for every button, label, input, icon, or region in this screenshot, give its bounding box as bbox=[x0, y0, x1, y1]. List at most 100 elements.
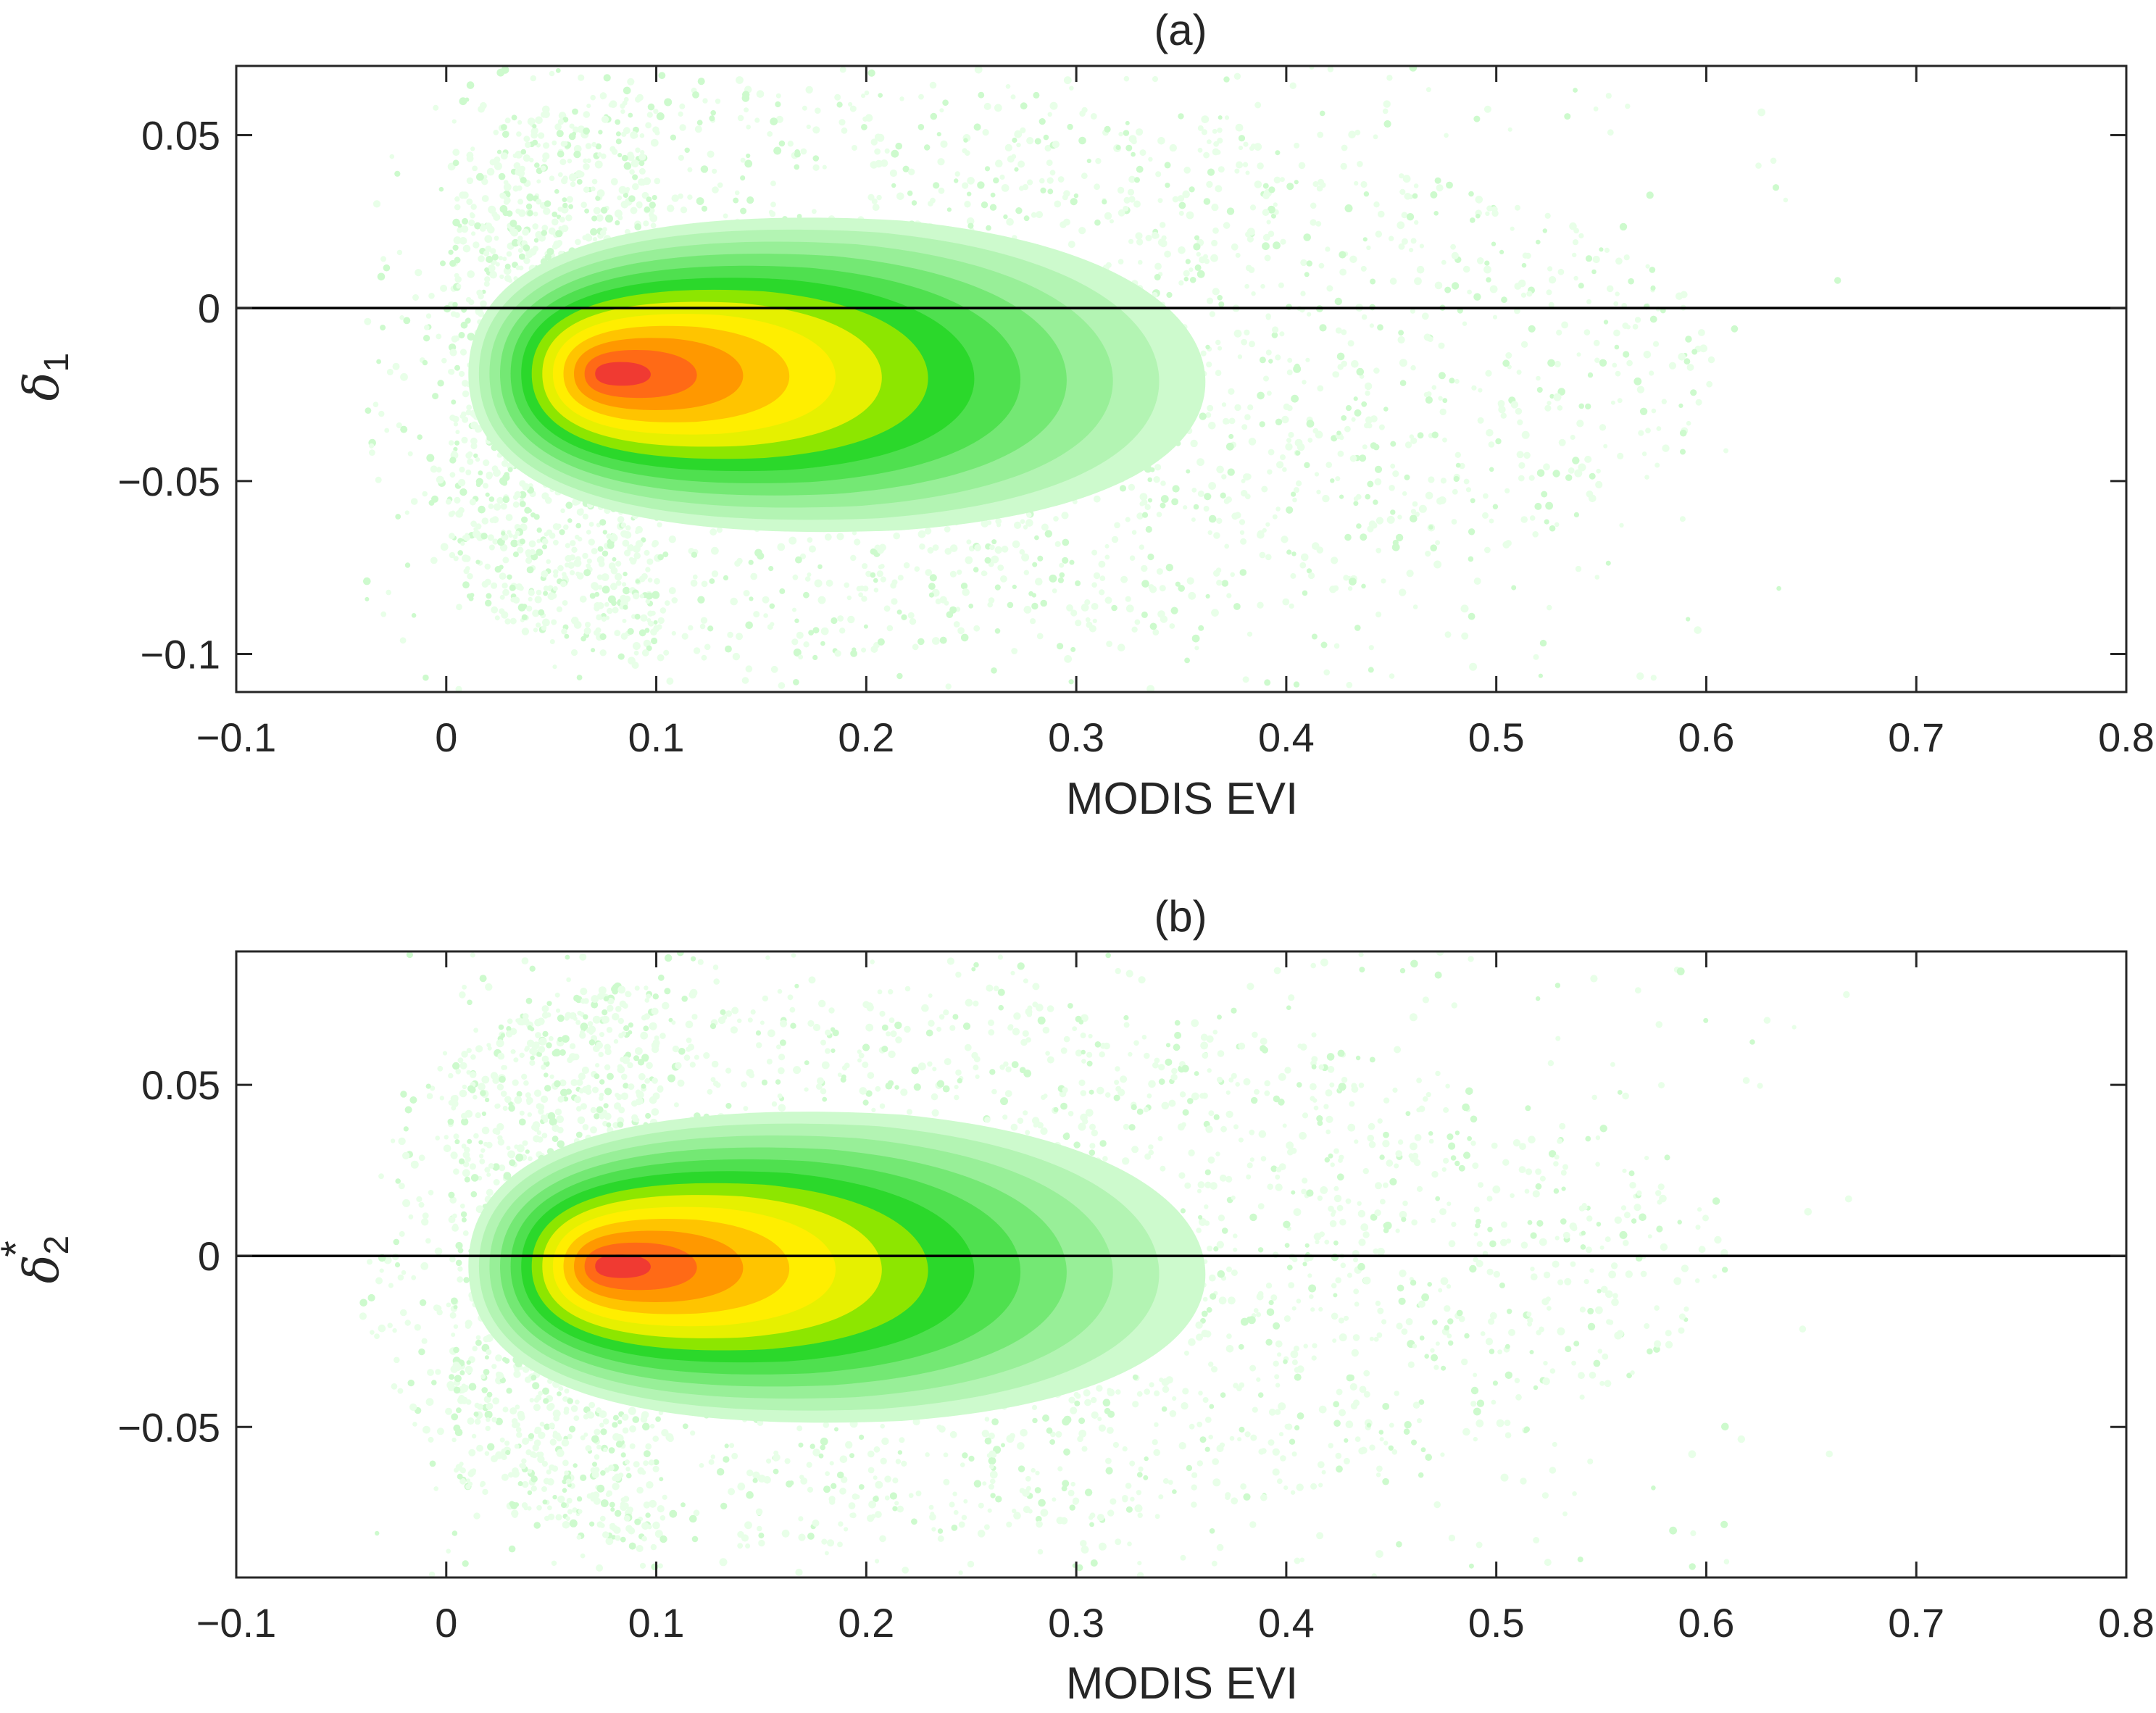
scatter-point bbox=[452, 218, 460, 227]
scatter-point bbox=[997, 954, 1003, 960]
scatter-point bbox=[1220, 492, 1226, 499]
scatter-point bbox=[723, 1456, 730, 1463]
scatter-point bbox=[638, 160, 645, 167]
scatter-point bbox=[1154, 1514, 1160, 1520]
scatter-point bbox=[1294, 142, 1300, 149]
scatter-point bbox=[571, 546, 578, 553]
scatter-point bbox=[1123, 75, 1130, 82]
scatter-point bbox=[1160, 222, 1166, 228]
scatter-point bbox=[1177, 1123, 1185, 1131]
scatter-point bbox=[825, 579, 833, 587]
scatter-point bbox=[1080, 1090, 1087, 1096]
scatter-point bbox=[480, 101, 487, 109]
scatter-point bbox=[1406, 213, 1415, 221]
scatter-point bbox=[686, 1037, 692, 1043]
scatter-point bbox=[451, 335, 459, 343]
scatter-point bbox=[1012, 137, 1017, 143]
scatter-point bbox=[1354, 1436, 1361, 1442]
scatter-point bbox=[852, 530, 857, 535]
scatter-point bbox=[1201, 129, 1207, 136]
scatter-point bbox=[1340, 1262, 1347, 1269]
scatter-point bbox=[932, 637, 940, 645]
scatter-point bbox=[1373, 367, 1380, 374]
scatter-point bbox=[1501, 296, 1507, 304]
scatter-point bbox=[986, 225, 991, 231]
scatter-point bbox=[451, 399, 457, 405]
scatter-point bbox=[577, 536, 583, 542]
scatter-point bbox=[1331, 1283, 1337, 1289]
scatter-point bbox=[1268, 449, 1275, 456]
scatter-point bbox=[962, 182, 969, 189]
scatter-point bbox=[501, 531, 506, 536]
scatter-point bbox=[552, 212, 558, 217]
scatter-point bbox=[481, 580, 488, 588]
scatter-point bbox=[599, 1422, 604, 1428]
scatter-point bbox=[498, 538, 504, 543]
scatter-point bbox=[644, 549, 650, 556]
scatter-point bbox=[1623, 1212, 1631, 1219]
scatter-point bbox=[991, 555, 999, 564]
scatter-point bbox=[1228, 433, 1234, 439]
scatter-point bbox=[1538, 673, 1543, 678]
scatter-point bbox=[664, 98, 673, 107]
scatter-point bbox=[588, 522, 594, 527]
scatter-point bbox=[1023, 525, 1028, 530]
scatter-point bbox=[1078, 1417, 1086, 1425]
scatter-point bbox=[1397, 335, 1405, 344]
scatter-point bbox=[804, 1087, 809, 1092]
scatter-point bbox=[1078, 227, 1086, 235]
scatter-point bbox=[622, 539, 630, 547]
scatter-point bbox=[1392, 470, 1399, 478]
x-tick-label: 0.7 bbox=[1888, 714, 1944, 760]
scatter-point bbox=[400, 425, 408, 433]
scatter-point bbox=[1723, 448, 1728, 454]
scatter-point bbox=[679, 103, 686, 109]
scatter-point bbox=[1060, 1102, 1067, 1110]
scatter-point bbox=[862, 116, 868, 122]
scatter-point bbox=[1515, 407, 1523, 415]
scatter-point bbox=[486, 1417, 491, 1422]
scatter-point bbox=[502, 209, 509, 217]
scatter-point bbox=[723, 213, 728, 219]
scatter-point bbox=[1410, 364, 1416, 371]
scatter-point bbox=[878, 93, 883, 98]
scatter-point bbox=[1613, 301, 1619, 307]
scatter-point bbox=[1172, 196, 1179, 203]
scatter-point bbox=[1549, 1368, 1556, 1374]
scatter-point bbox=[1311, 633, 1318, 640]
scatter-point bbox=[1049, 574, 1057, 583]
scatter-point bbox=[544, 254, 552, 261]
scatter-point bbox=[1005, 84, 1011, 89]
scatter-point bbox=[793, 679, 799, 685]
scatter-point bbox=[640, 614, 648, 622]
scatter-point bbox=[1189, 277, 1196, 283]
scatter-point bbox=[1634, 317, 1641, 323]
scatter-point bbox=[1154, 274, 1161, 280]
scatter-point bbox=[940, 140, 948, 148]
scatter-point bbox=[688, 991, 697, 999]
scatter-point bbox=[1686, 617, 1691, 622]
scatter-point bbox=[483, 1369, 490, 1375]
scatter-point bbox=[932, 544, 939, 551]
scatter-point bbox=[401, 1270, 407, 1275]
scatter-point bbox=[617, 653, 625, 660]
scatter-point bbox=[623, 571, 628, 577]
scatter-point bbox=[1341, 415, 1347, 421]
scatter-point bbox=[1290, 1350, 1299, 1359]
scatter-point bbox=[945, 683, 952, 690]
scatter-point bbox=[1246, 631, 1253, 637]
scatter-point bbox=[679, 124, 686, 131]
scatter-point bbox=[1141, 580, 1149, 588]
scatter-point bbox=[1236, 161, 1244, 169]
scatter-point bbox=[957, 627, 965, 635]
scatter-point bbox=[1510, 226, 1515, 231]
scatter-point bbox=[557, 172, 563, 178]
scatter-point bbox=[1804, 1208, 1812, 1216]
scatter-point bbox=[533, 514, 540, 520]
scatter-point bbox=[1138, 976, 1146, 984]
scatter-point bbox=[484, 1451, 490, 1456]
scatter-point bbox=[462, 1161, 470, 1167]
scatter-point bbox=[876, 194, 882, 201]
scatter-point bbox=[1368, 645, 1374, 651]
scatter-point bbox=[1488, 1318, 1495, 1325]
